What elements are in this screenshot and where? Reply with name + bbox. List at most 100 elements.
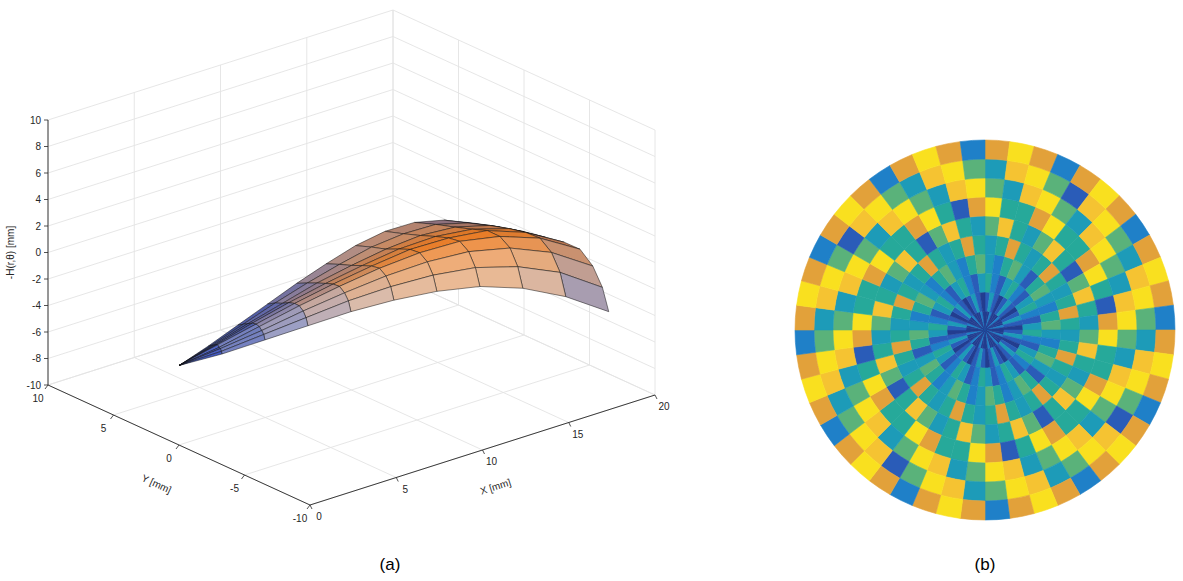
x-axis-title: X [mm] bbox=[479, 477, 513, 497]
contour-cell bbox=[797, 352, 820, 379]
tick bbox=[44, 199, 48, 200]
contour-cell bbox=[814, 308, 834, 330]
tick bbox=[569, 423, 571, 427]
contour-cell bbox=[966, 330, 985, 332]
grid-line bbox=[245, 365, 590, 475]
y-axis-title: Y [mm] bbox=[140, 472, 173, 495]
contour-cell bbox=[997, 422, 1014, 443]
y-tick-label: 5 bbox=[101, 423, 107, 434]
contour-cell bbox=[967, 330, 985, 337]
contour-cell bbox=[983, 311, 985, 330]
contour-cell bbox=[985, 197, 1002, 217]
z-tick-label: 8 bbox=[35, 141, 41, 152]
x-tick-label: 5 bbox=[402, 484, 408, 495]
z-tick-label: -4 bbox=[32, 300, 41, 311]
contour-cell bbox=[985, 328, 1004, 330]
tick bbox=[483, 450, 485, 454]
tick bbox=[45, 385, 48, 389]
panel-label: (b) bbox=[975, 555, 996, 574]
surface-facet bbox=[179, 349, 221, 366]
contour-cell bbox=[1155, 305, 1175, 330]
surface bbox=[179, 220, 609, 365]
surface-facet bbox=[469, 248, 518, 268]
tick bbox=[44, 226, 48, 227]
contour-cell bbox=[985, 140, 1010, 160]
contour-cell bbox=[985, 443, 1002, 463]
contour-cell bbox=[1023, 323, 1042, 330]
contour-cell bbox=[951, 198, 971, 220]
grid-line bbox=[48, 222, 655, 342]
figure-svg: -10-8-6-4-2024681005101520-10-50510X [mm… bbox=[0, 0, 1183, 581]
contour-cell bbox=[978, 312, 985, 330]
contour-cell bbox=[947, 330, 966, 335]
grid-line bbox=[179, 335, 524, 445]
contour-cell bbox=[890, 330, 910, 342]
grid-line bbox=[48, 385, 310, 505]
contour-cell bbox=[965, 178, 985, 198]
z-tick-label: 10 bbox=[30, 115, 42, 126]
z-tick-label: -10 bbox=[27, 380, 42, 391]
contour-cell bbox=[795, 330, 815, 355]
panel-surface: -10-8-6-4-2024681005101520-10-50510X [mm… bbox=[5, 10, 670, 574]
contour-cell bbox=[985, 387, 995, 406]
contour-cell bbox=[985, 330, 990, 349]
surface-facet bbox=[348, 287, 394, 312]
tick bbox=[176, 445, 179, 449]
contour-cell bbox=[963, 159, 985, 179]
contour-cell bbox=[985, 323, 1003, 330]
contour-cell bbox=[872, 342, 893, 359]
y-tick-label: -10 bbox=[293, 513, 308, 524]
contour-cell bbox=[1136, 330, 1156, 352]
surface-facet bbox=[179, 347, 220, 365]
x-axis-line bbox=[310, 395, 655, 505]
contour-cell bbox=[985, 424, 1000, 444]
contour-cell bbox=[985, 330, 992, 348]
z-tick-label: 2 bbox=[35, 221, 41, 232]
surface-facet bbox=[518, 267, 566, 297]
z-tick-label: 0 bbox=[35, 247, 41, 258]
contour-cell bbox=[970, 216, 985, 236]
surface-facet bbox=[264, 318, 308, 340]
tick bbox=[310, 505, 312, 509]
contour-cell bbox=[801, 374, 827, 402]
surface-facet bbox=[179, 351, 222, 365]
contour-cell bbox=[985, 349, 990, 368]
contour-cell bbox=[985, 368, 992, 387]
contour-cells bbox=[795, 140, 1175, 520]
contour-cell bbox=[968, 443, 985, 463]
contour-cell bbox=[973, 235, 985, 255]
contour-cell bbox=[960, 140, 985, 160]
contour-cell bbox=[975, 254, 985, 273]
contour-cell bbox=[968, 197, 985, 217]
contour-cell bbox=[985, 405, 997, 425]
x-tick-label: 15 bbox=[572, 429, 584, 440]
grid bbox=[48, 10, 655, 505]
tick bbox=[44, 146, 48, 147]
tick bbox=[44, 332, 48, 333]
contour-cell bbox=[1042, 320, 1061, 330]
contour-cell bbox=[833, 330, 853, 350]
surface-facet bbox=[475, 267, 522, 289]
contour-cell bbox=[936, 142, 963, 165]
contour-cell bbox=[871, 330, 891, 345]
panel-contour: (b) bbox=[795, 140, 1175, 574]
z-axis-title: -H(r,θ) [mm] bbox=[5, 226, 16, 280]
surface-facet bbox=[221, 335, 265, 355]
contour-cell bbox=[928, 330, 947, 337]
contour-cell bbox=[1004, 325, 1023, 330]
contour-cell bbox=[980, 311, 985, 330]
contour-cell bbox=[912, 146, 940, 172]
contour-cell bbox=[795, 305, 815, 330]
tick bbox=[307, 505, 310, 509]
surface-facet bbox=[560, 272, 609, 311]
panel-label: (a) bbox=[380, 555, 401, 574]
contour-cell bbox=[963, 481, 985, 501]
grid-line bbox=[48, 143, 655, 263]
tick bbox=[44, 305, 48, 306]
tick bbox=[44, 173, 48, 174]
grid-line bbox=[48, 116, 655, 236]
z-tick-label: -2 bbox=[32, 274, 41, 285]
contour-cell bbox=[960, 500, 985, 520]
ticks: -10-8-6-4-2024681005101520-10-50510 bbox=[27, 115, 670, 525]
surface-facet bbox=[306, 301, 351, 326]
